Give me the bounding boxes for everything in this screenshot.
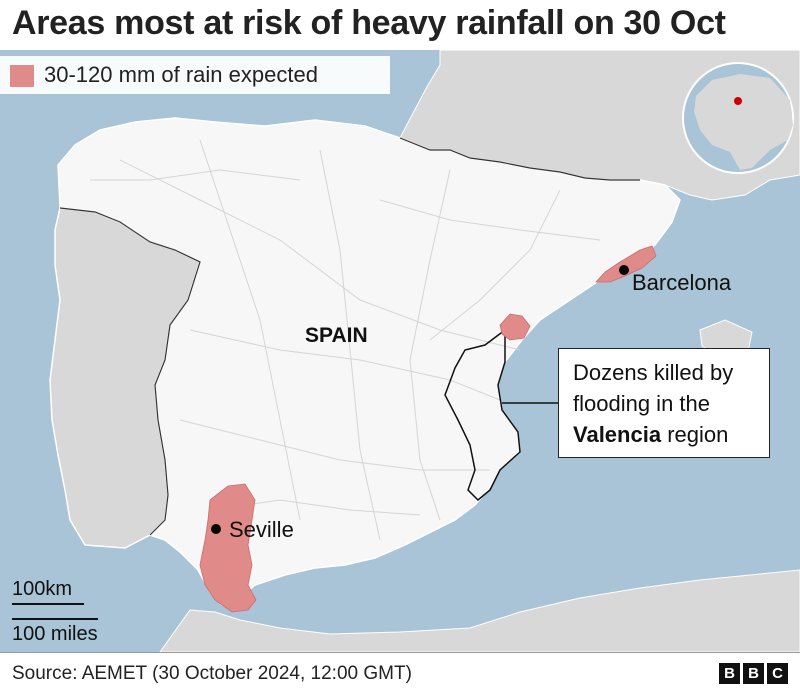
callout-line-2: flooding in the	[573, 391, 710, 416]
rain-risk-areas	[199, 245, 657, 613]
callout-line-3-rest: region	[661, 422, 729, 447]
legend: 30-120 mm of rain expected	[0, 56, 390, 94]
bbc-logo: B B C	[719, 663, 788, 684]
bbc-logo-letter: C	[767, 663, 788, 684]
legend-label: 30-120 mm of rain expected	[44, 62, 318, 87]
chart-title: Areas most at risk of heavy rainfall on …	[12, 4, 726, 42]
callout-line-1: Dozens killed by	[573, 360, 734, 385]
legend-swatch	[10, 65, 34, 87]
city-label-seville: Seville	[229, 517, 294, 542]
portugal-spain-border	[59, 207, 201, 536]
rain-area-seville	[199, 483, 257, 613]
barcelona-marker	[619, 265, 629, 275]
france-spain-border	[399, 137, 640, 181]
scale-label-miles: 100 miles	[12, 623, 98, 645]
rain-area-barcelona	[595, 245, 657, 283]
seville-marker	[211, 524, 221, 534]
bbc-logo-letter: B	[743, 663, 764, 684]
rain-area-valencia-north	[499, 313, 531, 341]
scale-bar-km	[12, 603, 84, 605]
globe-locator-icon	[682, 62, 794, 174]
scale-bar-miles	[12, 618, 98, 620]
scale-label-km: 100km	[12, 578, 73, 600]
callout-line-3: Valencia region	[573, 419, 759, 450]
city-label-barcelona: Barcelona	[632, 270, 732, 295]
callout-region-name: Valencia	[573, 422, 662, 447]
country-label-spain: SPAIN	[305, 324, 368, 347]
valencia-callout: Dozens killed by flooding in the Valenci…	[558, 348, 770, 458]
title-bar: Areas most at risk of heavy rainfall on …	[0, 0, 800, 50]
north-africa-landmass	[159, 569, 800, 652]
valencia-region-outline	[444, 328, 521, 502]
bbc-logo-letter: B	[719, 663, 740, 684]
footer: Source: AEMET (30 October 2024, 12:00 GM…	[0, 652, 800, 693]
source-credit: Source: AEMET (30 October 2024, 12:00 GM…	[12, 663, 412, 684]
